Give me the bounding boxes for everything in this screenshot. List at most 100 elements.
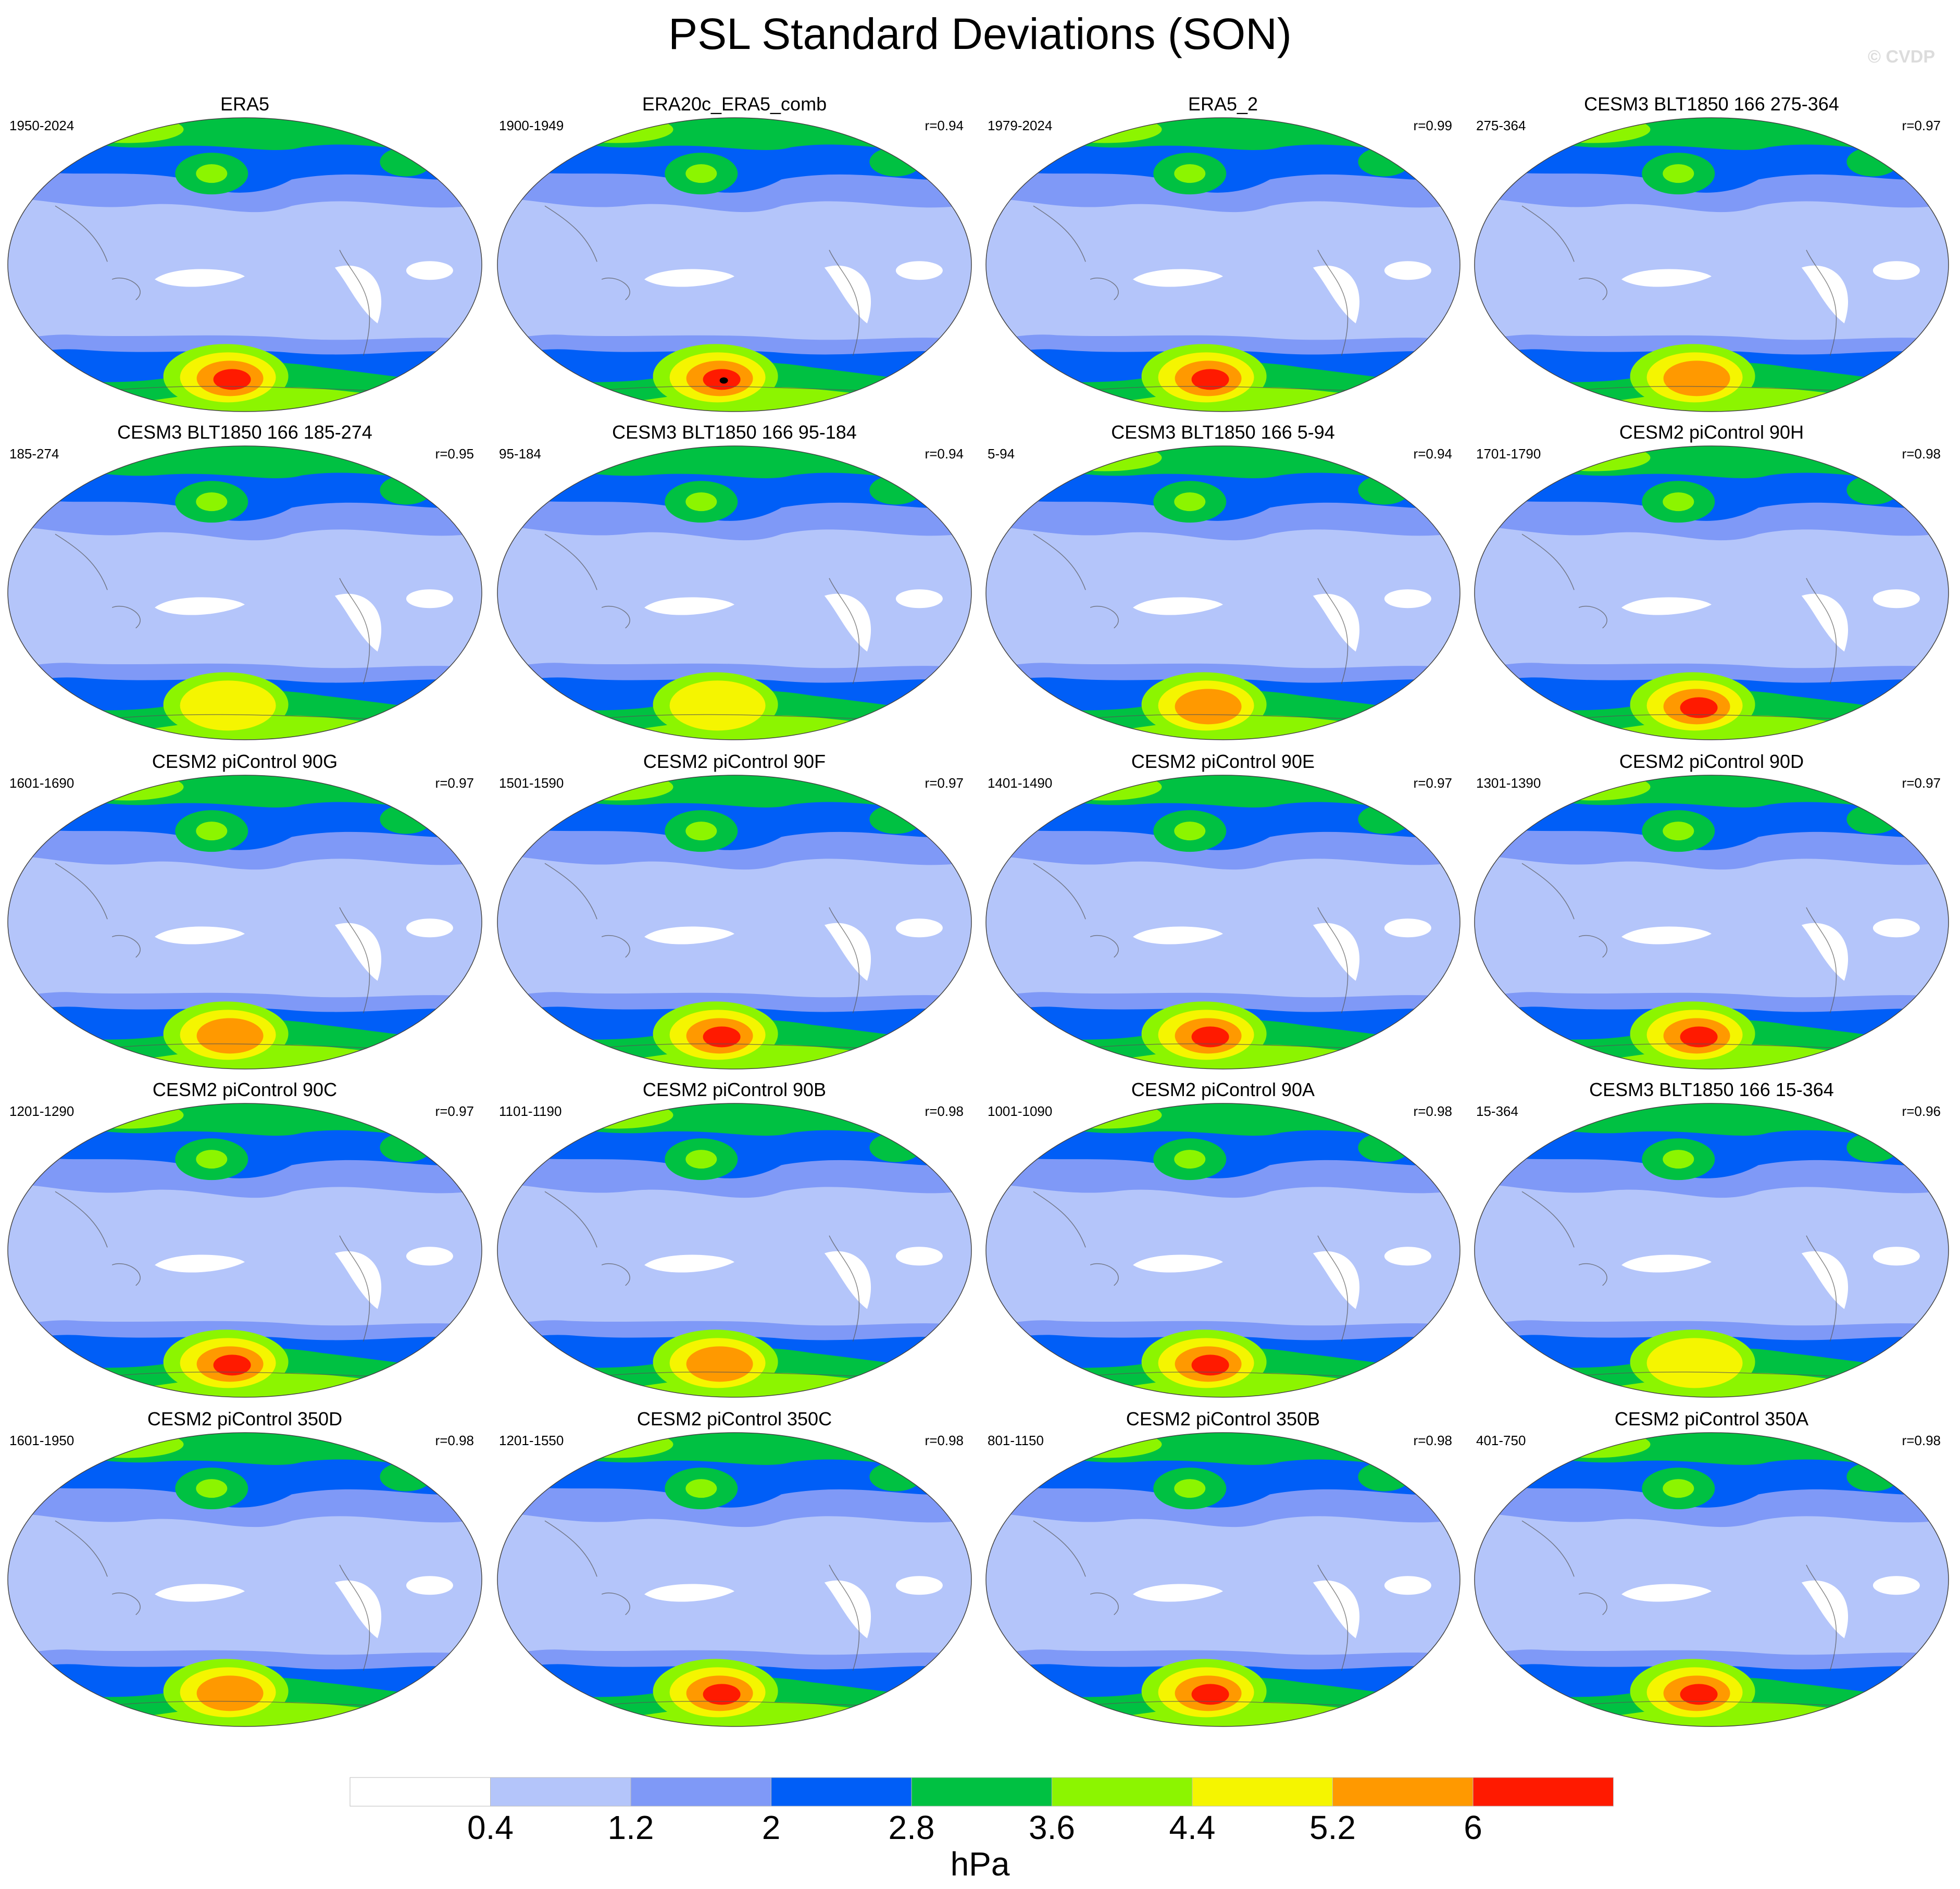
colorbar-box	[911, 1777, 1052, 1807]
tropical-min	[644, 1584, 734, 1602]
map-field	[497, 445, 972, 740]
copyright-watermark: © CVDP	[1868, 47, 1935, 67]
panel-correlation: r=0.94	[1413, 446, 1452, 462]
map-outline	[985, 445, 1460, 740]
atlantic-min	[895, 918, 943, 938]
coastlines	[55, 863, 388, 1049]
north-pacific-core	[196, 822, 228, 841]
panel-years: 1501-1590	[499, 775, 564, 791]
map-outline	[7, 775, 482, 1070]
panel-years: 15-364	[1476, 1103, 1518, 1119]
panel-correlation: r=0.99	[1413, 118, 1452, 133]
north-pacific-core	[685, 1479, 717, 1498]
south-america-min	[1313, 593, 1360, 652]
north-pacific-core	[685, 1150, 717, 1169]
panel-correlation: r=0.97	[435, 1103, 474, 1119]
south-america-min	[1313, 265, 1360, 324]
coastlines	[544, 1520, 877, 1707]
panel-years: 1201-1550	[499, 1433, 564, 1448]
tropical-min	[644, 926, 734, 945]
atlantic-min	[895, 1576, 943, 1595]
map-outline	[1474, 1103, 1949, 1398]
south-america-min	[1801, 593, 1849, 652]
atlantic-min	[406, 1247, 453, 1266]
colorbar-box	[1052, 1777, 1193, 1807]
colorbar-tick-label: 1.2	[608, 1809, 654, 1846]
southern-max-band	[703, 1684, 741, 1705]
map-panel: CESM3 BLT1850 166 95-184 95-184 r=0.94	[490, 421, 979, 754]
tropical-min	[1133, 597, 1223, 615]
south-america-min	[334, 1580, 382, 1638]
tropical-min	[644, 269, 734, 287]
panel-title: CESM2 piControl 350C	[636, 1408, 832, 1430]
map-field	[985, 775, 1460, 1070]
panel-title: CESM2 piControl 350A	[1614, 1408, 1809, 1430]
panel-title: CESM3 BLT1850 166 95-184	[612, 421, 857, 443]
south-america-min	[334, 1251, 382, 1309]
southern-max-band	[1646, 1338, 1743, 1388]
panel-correlation: r=0.98	[1413, 1103, 1452, 1119]
tropical-min	[1133, 1584, 1223, 1602]
panel-years: 5-94	[988, 446, 1015, 462]
map-outline	[985, 1432, 1460, 1727]
panel-title: CESM2 piControl 350D	[147, 1408, 343, 1430]
north-pacific-core	[685, 492, 717, 512]
southern-max-band	[1191, 1026, 1229, 1048]
north-pacific-core	[1663, 164, 1694, 183]
north-pacific-core	[1174, 164, 1206, 183]
coastlines	[1033, 1520, 1366, 1707]
map-panel: CESM2 piControl 350C 1201-1550 r=0.98	[490, 1408, 979, 1741]
map-outline	[7, 1432, 482, 1727]
coastlines	[1033, 1191, 1366, 1377]
tropical-min	[155, 597, 245, 615]
tropical-min	[1621, 269, 1712, 287]
southern-max-band	[1175, 689, 1242, 725]
north-pacific-core	[1174, 492, 1206, 512]
panel-title: CESM2 piControl 90D	[1619, 751, 1804, 772]
south-america-min	[334, 923, 382, 981]
map-outline	[1474, 1432, 1949, 1727]
panel-correlation: r=0.97	[435, 775, 474, 791]
colorbar-tick-label: 4.4	[1169, 1809, 1216, 1846]
south-america-min	[1801, 1580, 1849, 1638]
panel-years: 1950-2024	[9, 118, 74, 133]
map-field	[7, 775, 482, 1070]
map-panel: CESM3 BLT1850 166 15-364 15-364 r=0.96	[1467, 1078, 1956, 1412]
panel-title: CESM2 piControl 90E	[1131, 751, 1315, 772]
tropical-min	[155, 1584, 245, 1602]
panel-title: ERA5_2	[1188, 93, 1258, 115]
colorbar-tick-label: 5.2	[1309, 1809, 1356, 1846]
atlantic-min	[1384, 589, 1431, 608]
southern-max-band	[1680, 697, 1718, 718]
panel-correlation: r=0.98	[925, 1103, 964, 1119]
atlantic-min	[1384, 1576, 1431, 1595]
panel-years: 1701-1790	[1476, 446, 1541, 462]
southern-max-band	[1663, 361, 1730, 396]
atlantic-min	[1384, 1247, 1431, 1266]
panel-correlation: r=0.95	[435, 446, 474, 462]
panel-correlation: r=0.97	[1902, 118, 1941, 133]
north-pacific-core	[685, 822, 717, 841]
south-america-min	[824, 1251, 871, 1309]
south-america-min	[1801, 1251, 1849, 1309]
panel-title: CESM3 BLT1850 166 185-274	[117, 421, 372, 443]
map-panel: CESM2 piControl 90B 1101-1190 r=0.98	[490, 1078, 979, 1412]
coastlines	[544, 863, 877, 1049]
map-panel: CESM3 BLT1850 166 275-364 275-364 r=0.97	[1467, 93, 1956, 426]
panel-correlation: r=0.98	[925, 1433, 964, 1448]
coastlines	[544, 533, 877, 720]
north-pacific-core	[1663, 822, 1694, 841]
atlantic-min	[895, 261, 943, 280]
atlantic-min	[895, 1247, 943, 1266]
tropical-min	[1621, 1584, 1712, 1602]
southern-max-band	[1191, 1354, 1229, 1376]
map-outline	[1474, 445, 1949, 740]
panel-title: CESM2 piControl 90A	[1131, 1079, 1315, 1100]
panel-years: 1401-1490	[988, 775, 1053, 791]
panel-title: CESM3 BLT1850 166 5-94	[1111, 421, 1335, 443]
panel-correlation: r=0.94	[925, 118, 964, 133]
colorbar-box	[630, 1777, 771, 1807]
map-panel: CESM3 BLT1850 166 185-274 185-274 r=0.95	[0, 421, 490, 754]
